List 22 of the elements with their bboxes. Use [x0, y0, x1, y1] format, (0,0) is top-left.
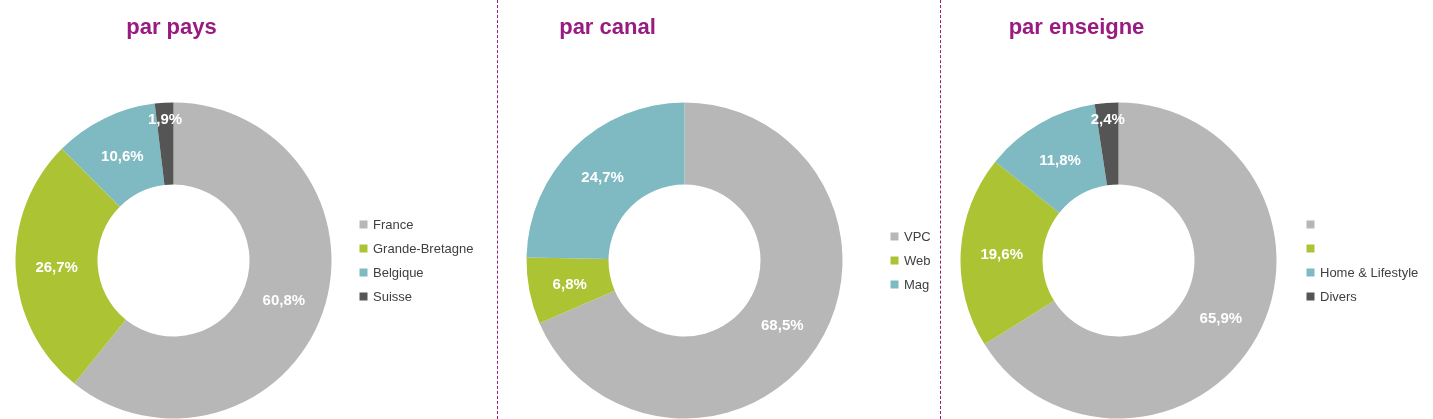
chart-title: par enseigne [1008, 14, 1145, 39]
data-label: 10,6% [101, 146, 144, 164]
data-label: 11,8% [1039, 150, 1081, 168]
legend-label: France [373, 216, 414, 232]
chart-title: par canal [559, 14, 656, 39]
data-label: 68,5% [761, 316, 804, 334]
data-label: 6,8% [552, 274, 587, 292]
legend-label: Web [904, 252, 931, 268]
legend-label: Suisse [373, 288, 413, 304]
data-label: 1,9% [147, 110, 183, 128]
legend-label: Divers [1320, 288, 1357, 304]
data-label: 24,7% [581, 168, 624, 186]
legend-label: Grande-Bretagne [373, 240, 474, 256]
chart-title: par pays [126, 14, 217, 39]
data-label: 60,8% [262, 290, 306, 308]
legend-label: Home & Lifestyle [1320, 264, 1419, 280]
legend-label: Belgique [373, 264, 424, 280]
data-label: 19,6% [980, 245, 1023, 263]
legend-label: VPC [904, 228, 931, 244]
data-label: 65,9% [1199, 308, 1243, 326]
legend-label: Mag [904, 276, 930, 292]
data-label: 26,7% [35, 258, 78, 276]
